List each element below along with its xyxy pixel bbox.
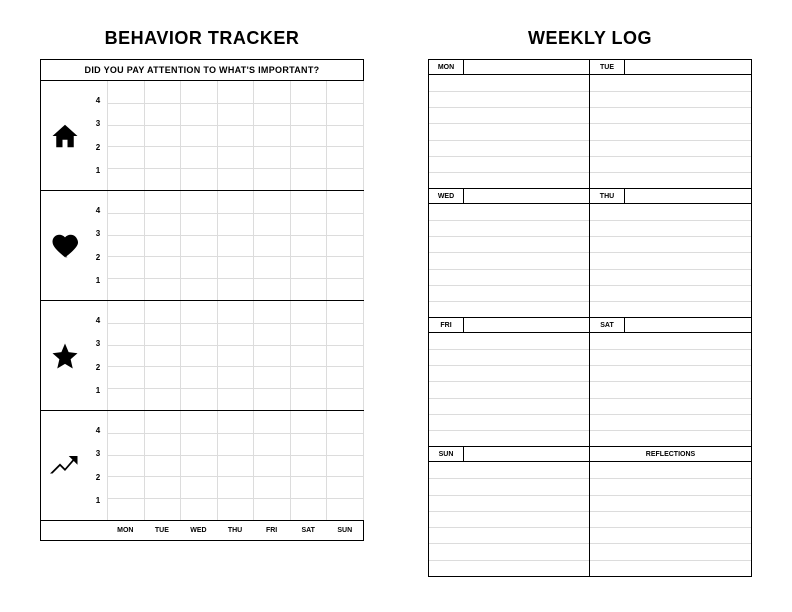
log-grid: MON TUE WED THU FRI SAT	[428, 59, 752, 577]
day-label: REFLECTIONS	[590, 447, 751, 461]
x-label: THU	[217, 521, 254, 540]
log-cell-fri: FRI	[429, 318, 590, 446]
tracker-title: BEHAVIOR TRACKER	[40, 28, 364, 49]
log-row: FRI SAT	[429, 318, 751, 447]
tracker-row-star: 4 3 2 1	[41, 301, 363, 411]
tracker-subtitle: DID YOU PAY ATTENTION TO WHAT'S IMPORTAN…	[40, 59, 364, 81]
tracker-row-heart: 4 3 2 1	[41, 191, 363, 301]
x-label: MON	[107, 521, 144, 540]
y-axis-labels: 4 3 2 1	[89, 411, 107, 520]
log-title: WEEKLY LOG	[428, 28, 752, 49]
day-label: MON	[429, 60, 464, 74]
log-row: SUN REFLECTIONS	[429, 447, 751, 576]
log-cell-mon: MON	[429, 60, 590, 188]
x-label: SAT	[290, 521, 327, 540]
mini-grid	[107, 191, 363, 300]
mini-grid	[107, 411, 363, 520]
day-label: TUE	[590, 60, 625, 74]
log-cell-sat: SAT	[590, 318, 751, 446]
trend-icon	[41, 411, 89, 520]
day-label: WED	[429, 189, 464, 203]
x-axis: MON TUE WED THU FRI SAT SUN	[41, 521, 363, 541]
mini-grid	[107, 301, 363, 410]
mini-grid	[107, 81, 363, 190]
heart-icon	[41, 191, 89, 300]
log-cell-tue: TUE	[590, 60, 751, 188]
x-label: TUE	[144, 521, 181, 540]
day-label: SUN	[429, 447, 464, 461]
tracker-row-home: 4 3 2 1	[41, 81, 363, 191]
log-row: WED THU	[429, 189, 751, 318]
log-cell-reflections: REFLECTIONS	[590, 447, 751, 576]
x-label: WED	[180, 521, 217, 540]
x-label: SUN	[326, 521, 363, 540]
tracker-row-trend: 4 3 2 1	[41, 411, 363, 521]
day-label: FRI	[429, 318, 464, 332]
log-row: MON TUE	[429, 60, 751, 189]
log-cell-sun: SUN	[429, 447, 590, 576]
home-icon	[41, 81, 89, 190]
y-axis-labels: 4 3 2 1	[89, 81, 107, 190]
behavior-tracker-page: BEHAVIOR TRACKER DID YOU PAY ATTENTION T…	[0, 0, 396, 612]
x-label: FRI	[253, 521, 290, 540]
tracker-grid: 4 3 2 1 4 3 2 1	[40, 81, 364, 541]
star-icon	[41, 301, 89, 410]
weekly-log-page: WEEKLY LOG MON TUE WED THU FRI	[396, 0, 792, 612]
y-axis-labels: 4 3 2 1	[89, 301, 107, 410]
log-cell-thu: THU	[590, 189, 751, 317]
log-cell-wed: WED	[429, 189, 590, 317]
y-axis-labels: 4 3 2 1	[89, 191, 107, 300]
day-label: THU	[590, 189, 625, 203]
day-label: SAT	[590, 318, 625, 332]
